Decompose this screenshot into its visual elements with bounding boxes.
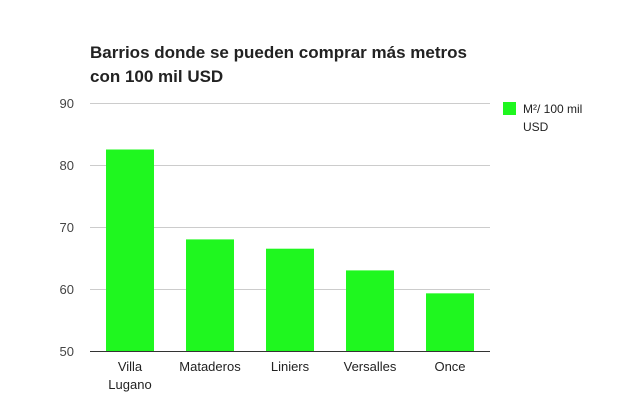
chart-title-line-1: Barrios donde se pueden comprar más metr…	[90, 43, 467, 62]
x-tick-label-line: Once	[434, 359, 465, 374]
x-tick-label: Villa Lugano	[108, 359, 151, 392]
legend: M²/ 100 mil USD	[503, 102, 586, 134]
bar	[426, 293, 474, 351]
x-tick-label: Liniers	[271, 359, 310, 374]
x-tick-label: Once	[434, 359, 465, 374]
bar	[266, 248, 314, 351]
y-tick-label: 50	[60, 344, 74, 359]
legend-swatch	[503, 102, 516, 115]
x-tick-label-line: Villa	[118, 359, 143, 374]
y-tick-label: 90	[60, 96, 74, 111]
y-tick-label: 60	[60, 282, 74, 297]
bars	[106, 149, 474, 351]
bar	[106, 149, 154, 351]
x-tick-label: Versalles	[344, 359, 397, 374]
x-tick-label-line: Lugano	[108, 377, 151, 392]
chart-title-line-2: con 100 mil USD	[90, 67, 223, 86]
y-tick-label: 70	[60, 220, 74, 235]
bar	[346, 270, 394, 351]
chart-title: Barrios donde se pueden comprar más metr…	[90, 43, 472, 86]
x-tick-label-line: Mataderos	[179, 359, 241, 374]
legend-label-line-2: USD	[523, 120, 549, 134]
x-tick-label-line: Versalles	[344, 359, 397, 374]
bar	[186, 239, 234, 351]
y-axis-ticks: 50 60 70 80 90	[60, 96, 74, 359]
legend-label-line-1: M²/ 100 mil	[523, 102, 582, 116]
x-tick-label: Mataderos	[179, 359, 241, 374]
legend-label: M²/ 100 mil USD	[523, 102, 586, 134]
x-tick-label-line: Liniers	[271, 359, 310, 374]
y-tick-label: 80	[60, 158, 74, 173]
x-axis-labels: Villa Lugano Mataderos Liniers Versalles Once	[108, 359, 465, 392]
